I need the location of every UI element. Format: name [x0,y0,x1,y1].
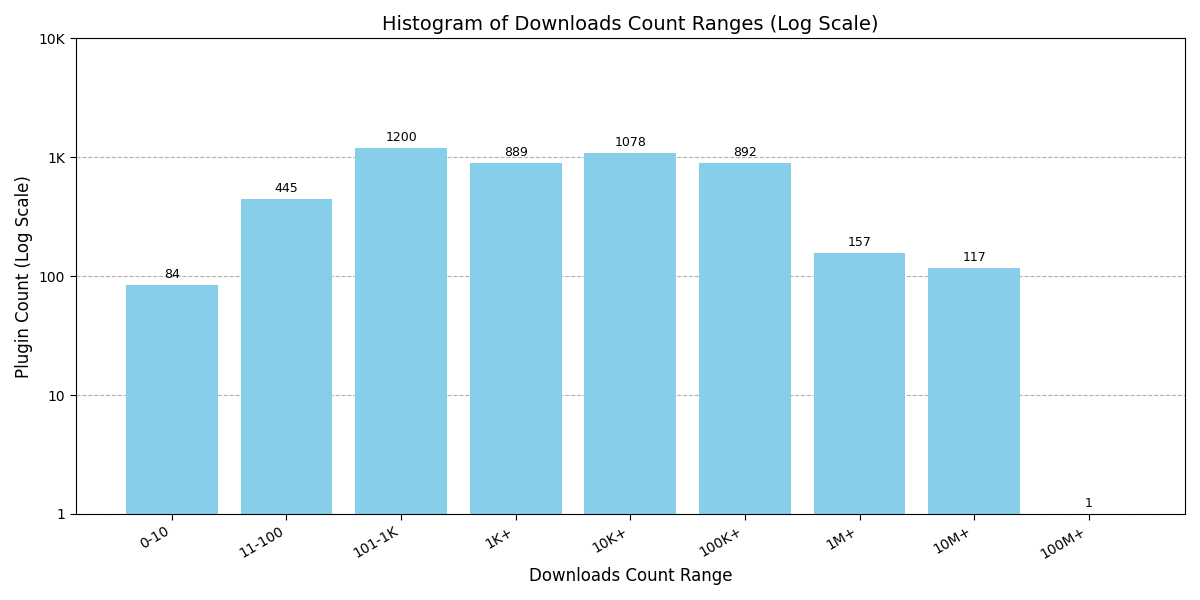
Y-axis label: Plugin Count (Log Scale): Plugin Count (Log Scale) [14,175,32,377]
Bar [241,199,332,600]
Text: 1200: 1200 [385,131,416,144]
Text: 117: 117 [962,251,986,264]
Bar [470,163,562,600]
Bar [355,148,446,600]
Text: 445: 445 [275,182,299,195]
X-axis label: Downloads Count Range: Downloads Count Range [528,567,732,585]
Text: 892: 892 [733,146,757,159]
Bar [814,253,905,600]
Bar [584,154,676,600]
Bar [1043,514,1134,600]
Text: 84: 84 [164,268,180,281]
Bar [929,268,1020,600]
Text: 889: 889 [504,146,528,160]
Bar [126,285,217,600]
Bar [700,163,791,600]
Text: 1: 1 [1085,497,1093,510]
Text: 1078: 1078 [614,136,647,149]
Title: Histogram of Downloads Count Ranges (Log Scale): Histogram of Downloads Count Ranges (Log… [382,15,878,34]
Text: 157: 157 [847,236,871,249]
